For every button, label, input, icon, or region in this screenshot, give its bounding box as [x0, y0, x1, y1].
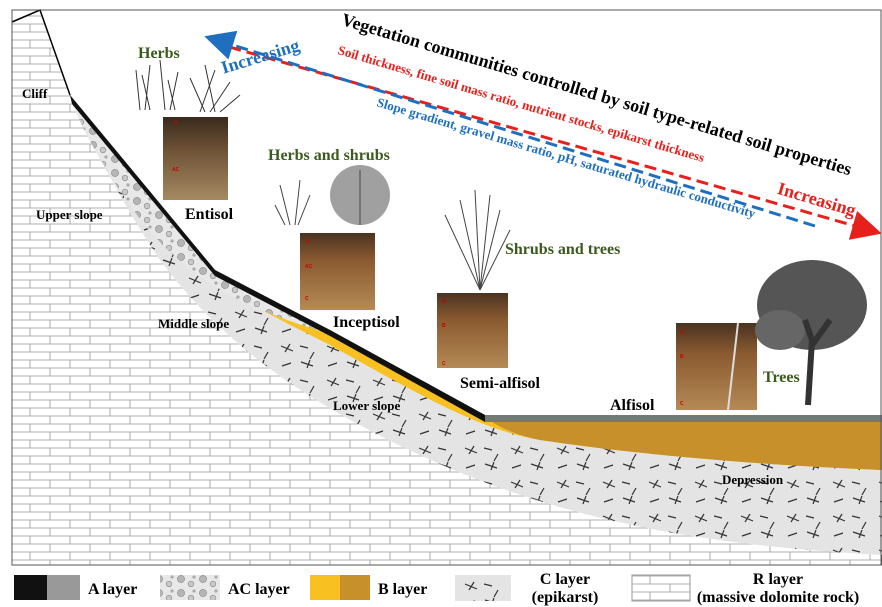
- position-label: Upper slope: [36, 207, 103, 222]
- legend-a-swatch: [14, 575, 47, 600]
- vegetation-label: Herbs: [138, 45, 180, 62]
- legend-label: A layer: [88, 581, 137, 598]
- legend-label: R layer: [753, 571, 803, 588]
- entisol-photo-part: AC: [172, 167, 180, 173]
- position-label: Cliff: [22, 86, 48, 101]
- legend-ac-swatch: [160, 575, 220, 600]
- entisol-photo-part: [163, 117, 228, 200]
- semi-alfisol-photo-part: B: [442, 323, 446, 329]
- entisol-photo-part: A: [174, 120, 178, 126]
- soil-name: Entisol: [185, 206, 234, 223]
- soil-name: Alfisol: [610, 397, 655, 414]
- herbs-shrubs-drawing: [274, 165, 390, 226]
- a-layer-gray: [485, 415, 882, 422]
- inceptisol-photo: A AC C: [300, 233, 375, 310]
- shrubs-trees-drawing-part: [444, 189, 511, 291]
- position-label: Middle slope: [158, 316, 229, 331]
- legend-label: (massive dolomite rock): [697, 589, 859, 606]
- alfisol-photo-part: B: [680, 354, 684, 360]
- tree-drawing-part: [755, 310, 805, 350]
- position-label: Depression: [722, 472, 784, 487]
- vegetation-label: Herbs and shrubs: [268, 147, 390, 164]
- legend-label: AC layer: [228, 581, 290, 598]
- semi-alfisol-photo-part: [437, 293, 508, 368]
- b-layer-dark: [485, 417, 882, 470]
- herbs-drawing-part: [135, 59, 241, 113]
- legend-label: B layer: [378, 581, 427, 598]
- soil-name: Inceptisol: [333, 314, 400, 331]
- legend-r-swatch: [631, 574, 691, 602]
- inceptisol-photo-part: C: [305, 296, 309, 302]
- inceptisol-photo-part: [300, 233, 375, 310]
- alfisol-photo-part: C: [680, 401, 684, 407]
- alfisol-photo: A B C: [676, 322, 757, 411]
- frame: [11, 9, 882, 566]
- inceptisol-photo-part: A: [306, 239, 310, 245]
- herbs-drawing: [135, 59, 241, 113]
- shrubs-trees-drawing: [444, 189, 511, 291]
- alfisol-photo-part: [676, 323, 757, 410]
- entisol-photo: A AC: [163, 117, 228, 200]
- legend-b-swatch: [340, 575, 370, 600]
- legend-label: C layer: [540, 571, 590, 588]
- legend-label: (epikarst): [532, 589, 599, 606]
- blue-arrow: [204, 30, 816, 228]
- semi-alfisol-photo-part: A: [442, 299, 446, 305]
- legend-a-swatch: [47, 575, 80, 600]
- semi-alfisol-photo-part: C: [442, 361, 446, 367]
- alfisol-photo-part: [727, 322, 739, 411]
- position-label: Lower slope: [333, 398, 401, 413]
- tree-drawing: [755, 260, 867, 406]
- legend-b-swatch: [310, 575, 340, 600]
- vegetation-label: Trees: [763, 369, 800, 386]
- semi-alfisol-photo: A B C: [437, 293, 508, 368]
- herbs-shrubs-drawing-part: [274, 179, 311, 226]
- sky: [40, 10, 882, 415]
- soil-name: Semi-alfisol: [460, 375, 541, 392]
- inceptisol-photo-part: AC: [305, 264, 313, 270]
- tree-drawing-part: [802, 318, 833, 406]
- legend-c-swatch: [455, 575, 511, 601]
- vegetation-label: Shrubs and trees: [505, 241, 620, 258]
- alfisol-photo-part: A: [680, 330, 684, 336]
